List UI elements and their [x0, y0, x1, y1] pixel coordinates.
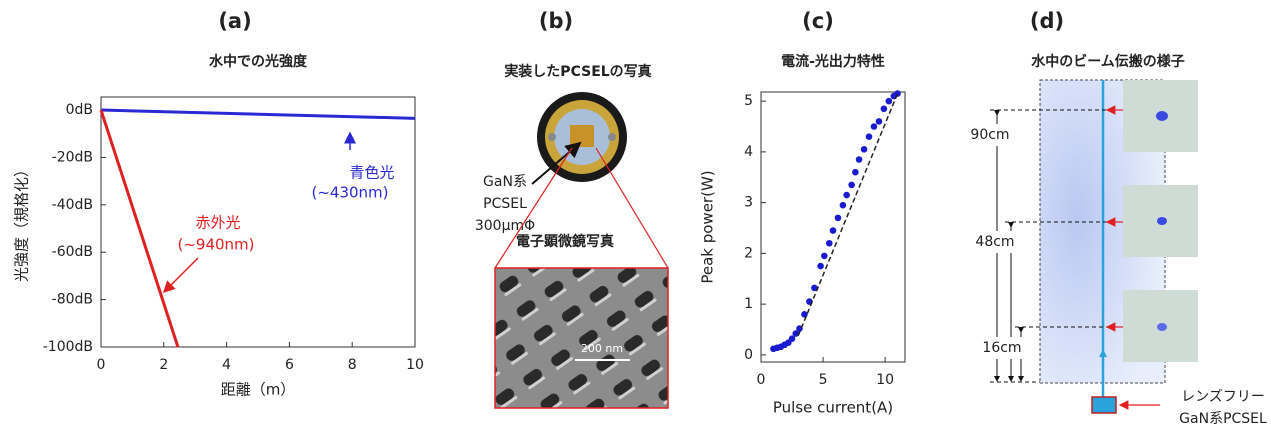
panel-title: 実装したPCSELの写真 [504, 63, 651, 80]
data-point [835, 215, 842, 222]
plot-frame [761, 92, 905, 362]
data-point [856, 156, 863, 163]
data-point [817, 263, 824, 270]
distance-label: 48cm [975, 234, 1014, 250]
sem-title: 電子顕微鏡写真 [516, 233, 614, 250]
panel-title: 水中のビーム伝搬の様子 [1031, 53, 1185, 70]
x-tick-label: 0 [757, 372, 766, 388]
annotation: 赤外光 [195, 214, 240, 232]
data-point [886, 98, 893, 105]
distance-label: 90cm [970, 127, 1009, 143]
data-point [876, 118, 883, 125]
panel-label: (c) [802, 9, 834, 33]
sem-image [495, 268, 668, 408]
x-axis-label: Pulse current(A) [773, 399, 893, 417]
y-tick-label: -60dB [52, 244, 93, 260]
callout-text: GaN系 [483, 174, 527, 190]
data-point [830, 227, 837, 234]
y-tick-label: 0dB [66, 102, 93, 118]
y-tick-label: 2 [744, 245, 753, 261]
data-point [861, 146, 868, 153]
y-axis-label: 光強度（規格化） [13, 162, 31, 282]
laser-source [1092, 397, 1116, 413]
distance-label: 16cm [982, 340, 1021, 356]
y-tick-label: 1 [744, 296, 753, 312]
data-point [871, 123, 878, 130]
plot-frame [101, 97, 415, 347]
data-point [826, 240, 833, 247]
panel-label: (d) [1030, 9, 1064, 33]
x-tick-label: 0 [97, 357, 106, 373]
data-line [798, 94, 897, 336]
panel-label: (a) [218, 9, 251, 33]
callout-text: PCSEL [483, 196, 527, 212]
y-tick-label: 0 [744, 347, 753, 363]
data-point [852, 169, 859, 176]
source-label: GaN系PCSEL [1179, 411, 1267, 427]
y-tick-label: -20dB [52, 149, 93, 165]
figure: (a) (b) (c) (d) 実装したPCSELの写真 GaN系 PCSEL … [0, 0, 1271, 428]
annotation: (~430nm) [311, 184, 388, 202]
x-tick-label: 8 [348, 357, 357, 373]
y-tick-label: -100dB [43, 339, 93, 355]
x-tick-label: 10 [406, 357, 424, 373]
y-tick-label: 4 [744, 144, 753, 160]
y-tick-label: -80dB [52, 292, 93, 308]
annotation: 青色光 [349, 164, 394, 182]
data-point [881, 105, 888, 112]
data-point [866, 133, 873, 140]
source-label: レンズフリー [1181, 389, 1265, 405]
data-point [848, 182, 855, 189]
x-tick-label: 6 [285, 357, 294, 373]
x-tick-label: 4 [222, 357, 231, 373]
x-axis-label: 距離（m） [221, 381, 296, 399]
data-line [101, 110, 415, 118]
data-point [843, 192, 850, 199]
scale-label: 200 nm [581, 342, 623, 355]
x-tick-label: 5 [819, 372, 828, 388]
chart-title: 電流-光出力特性 [781, 53, 885, 70]
y-axis-label: Peak power(W) [699, 170, 717, 283]
data-point [821, 253, 828, 260]
panel-label: (b) [539, 9, 573, 33]
y-tick-label: 3 [744, 195, 753, 211]
annotation: (~940nm) [177, 236, 254, 254]
data-point [840, 202, 847, 209]
x-tick-label: 2 [159, 357, 168, 373]
data-point [894, 90, 901, 97]
x-tick-label: 10 [876, 372, 894, 388]
y-tick-label: -40dB [52, 197, 93, 213]
beam-photos [1123, 80, 1198, 362]
data-line [101, 110, 178, 347]
chart-title: 水中での光強度 [209, 53, 308, 70]
annotation-arrow [164, 258, 198, 292]
y-tick-label: 5 [744, 93, 753, 109]
